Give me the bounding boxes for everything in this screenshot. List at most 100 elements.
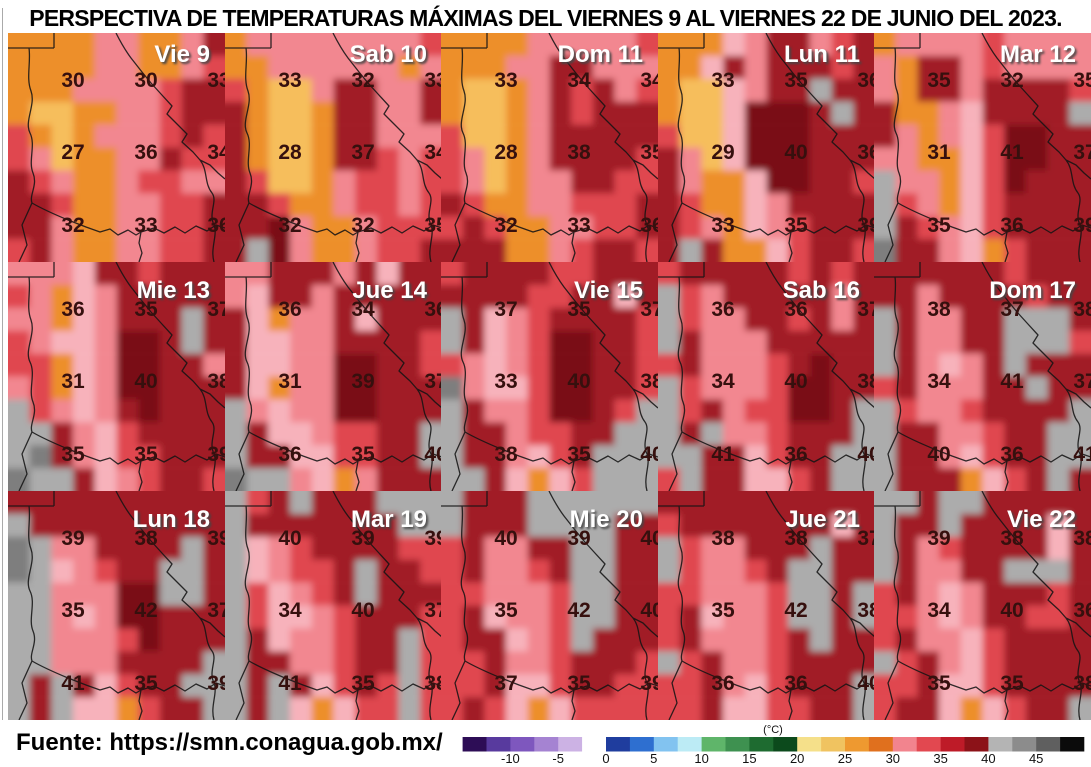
svg-text:34: 34 — [351, 298, 375, 321]
svg-text:40: 40 — [134, 370, 157, 393]
svg-text:35: 35 — [134, 443, 158, 466]
svg-text:41: 41 — [1000, 141, 1024, 164]
svg-text:35: 35 — [424, 214, 441, 237]
svg-text:Lun 11: Lun 11 — [784, 41, 860, 68]
svg-text:38: 38 — [494, 443, 518, 466]
svg-text:39: 39 — [351, 527, 374, 550]
svg-text:31: 31 — [278, 370, 302, 393]
svg-text:35: 35 — [567, 672, 591, 695]
svg-text:38: 38 — [567, 141, 591, 164]
svg-text:36: 36 — [278, 443, 301, 466]
svg-text:-10: -10 — [501, 751, 520, 766]
svg-text:36: 36 — [640, 214, 658, 237]
svg-text:39: 39 — [207, 443, 225, 466]
svg-text:37: 37 — [857, 298, 874, 321]
svg-text:37: 37 — [1000, 298, 1023, 321]
svg-text:42: 42 — [134, 599, 157, 622]
svg-text:35: 35 — [134, 672, 158, 695]
svg-text:35: 35 — [351, 443, 375, 466]
svg-text:41: 41 — [1000, 370, 1024, 393]
svg-text:0: 0 — [602, 751, 609, 766]
svg-text:38: 38 — [927, 298, 951, 321]
svg-text:34: 34 — [927, 599, 951, 622]
svg-text:31: 31 — [61, 370, 85, 393]
svg-text:32: 32 — [494, 214, 517, 237]
svg-text:36: 36 — [61, 298, 84, 321]
svg-text:35: 35 — [784, 69, 808, 92]
svg-text:35: 35 — [567, 443, 591, 466]
svg-text:Mar 12: Mar 12 — [1000, 41, 1076, 68]
svg-text:39: 39 — [61, 527, 84, 550]
svg-text:Jue 14: Jue 14 — [352, 277, 427, 304]
svg-text:37: 37 — [857, 527, 874, 550]
svg-text:33: 33 — [278, 69, 301, 92]
svg-text:Vie 15: Vie 15 — [574, 277, 643, 304]
svg-text:40: 40 — [567, 370, 590, 393]
svg-text:Sab 16: Sab 16 — [783, 277, 860, 304]
svg-text:36: 36 — [784, 672, 807, 695]
svg-text:32: 32 — [1000, 69, 1023, 92]
svg-text:37: 37 — [424, 370, 441, 393]
svg-text:38: 38 — [857, 599, 874, 622]
svg-text:36: 36 — [711, 298, 734, 321]
svg-text:Mie 13: Mie 13 — [137, 277, 210, 304]
svg-text:33: 33 — [494, 69, 517, 92]
svg-text:37: 37 — [1073, 370, 1091, 393]
svg-text:40: 40 — [1000, 599, 1023, 622]
svg-text:5: 5 — [650, 751, 657, 766]
svg-text:40: 40 — [640, 527, 658, 550]
svg-text:41: 41 — [61, 672, 85, 695]
svg-text:34: 34 — [278, 599, 302, 622]
svg-text:35: 35 — [927, 69, 951, 92]
svg-text:39: 39 — [640, 672, 658, 695]
svg-text:38: 38 — [784, 527, 808, 550]
svg-text:45: 45 — [1029, 751, 1043, 766]
svg-text:40: 40 — [640, 599, 658, 622]
svg-text:36: 36 — [784, 298, 807, 321]
svg-text:33: 33 — [494, 370, 517, 393]
svg-text:35: 35 — [784, 214, 808, 237]
svg-text:40: 40 — [857, 672, 874, 695]
svg-text:38: 38 — [1000, 527, 1024, 550]
svg-text:39: 39 — [351, 370, 374, 393]
svg-text:40: 40 — [640, 443, 658, 466]
svg-text:28: 28 — [278, 141, 302, 164]
svg-text:31: 31 — [927, 141, 951, 164]
svg-text:15: 15 — [742, 751, 756, 766]
svg-text:36: 36 — [784, 443, 807, 466]
svg-text:36: 36 — [711, 672, 734, 695]
svg-text:36: 36 — [857, 141, 874, 164]
svg-text:32: 32 — [351, 69, 374, 92]
svg-text:Dom 17: Dom 17 — [989, 277, 1076, 304]
svg-text:Mie 20: Mie 20 — [570, 506, 643, 533]
svg-text:Sab 10: Sab 10 — [350, 41, 427, 68]
svg-text:36: 36 — [278, 298, 301, 321]
svg-text:41: 41 — [1073, 443, 1091, 466]
svg-text:20: 20 — [790, 751, 804, 766]
svg-text:27: 27 — [61, 141, 84, 164]
svg-text:42: 42 — [784, 599, 807, 622]
svg-text:35: 35 — [933, 751, 947, 766]
svg-text:41: 41 — [711, 443, 735, 466]
svg-text:38: 38 — [857, 370, 874, 393]
svg-text:33: 33 — [711, 214, 734, 237]
svg-text:40: 40 — [494, 527, 517, 550]
svg-text:30: 30 — [886, 751, 900, 766]
svg-text:37: 37 — [1073, 141, 1091, 164]
svg-text:Vie 22: Vie 22 — [1007, 506, 1076, 533]
svg-text:Dom 11: Dom 11 — [558, 41, 643, 68]
svg-text:33: 33 — [711, 69, 734, 92]
svg-text:37: 37 — [494, 672, 517, 695]
svg-text:38: 38 — [134, 527, 158, 550]
svg-text:30: 30 — [134, 69, 157, 92]
svg-text:40: 40 — [278, 527, 301, 550]
svg-text:39: 39 — [567, 527, 590, 550]
svg-text:37: 37 — [424, 599, 441, 622]
svg-text:Vie 9: Vie 9 — [154, 41, 210, 68]
svg-text:39: 39 — [857, 214, 874, 237]
svg-text:35: 35 — [927, 672, 951, 695]
svg-text:35: 35 — [351, 672, 375, 695]
svg-text:39: 39 — [424, 527, 441, 550]
svg-text:28: 28 — [494, 141, 518, 164]
svg-text:34: 34 — [207, 141, 225, 164]
